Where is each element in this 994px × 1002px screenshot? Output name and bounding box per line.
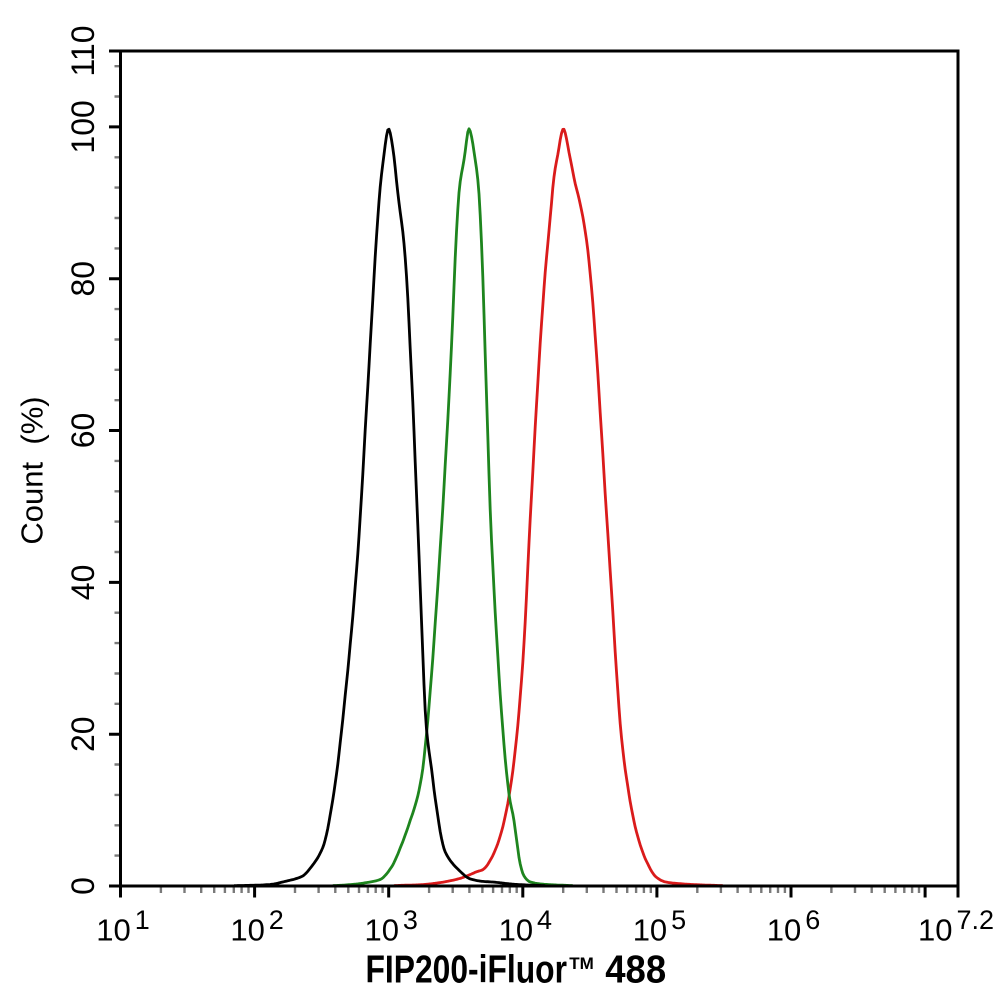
svg-text:10: 10 bbox=[365, 913, 399, 948]
svg-text:80: 80 bbox=[65, 261, 101, 297]
svg-text:100: 100 bbox=[65, 100, 101, 153]
svg-text:5: 5 bbox=[671, 905, 686, 935]
svg-text:FIP200-iFluor: FIP200-iFluor bbox=[366, 948, 568, 991]
svg-text:10: 10 bbox=[499, 913, 533, 948]
svg-text:60: 60 bbox=[65, 413, 101, 449]
svg-text:20: 20 bbox=[65, 716, 101, 752]
svg-text:40: 40 bbox=[65, 565, 101, 601]
svg-text:10: 10 bbox=[633, 913, 667, 948]
svg-text:TM: TM bbox=[569, 954, 594, 973]
svg-text:10: 10 bbox=[96, 913, 130, 948]
svg-text:7.2: 7.2 bbox=[957, 905, 994, 935]
svg-text:0: 0 bbox=[65, 877, 101, 895]
svg-text:10: 10 bbox=[767, 913, 801, 948]
svg-text:10: 10 bbox=[230, 913, 264, 948]
svg-text:488: 488 bbox=[605, 948, 666, 991]
svg-text:10: 10 bbox=[918, 913, 952, 948]
svg-text:4: 4 bbox=[537, 905, 552, 935]
svg-text:2: 2 bbox=[269, 905, 284, 935]
svg-text:1: 1 bbox=[135, 905, 150, 935]
svg-text:110: 110 bbox=[65, 25, 101, 76]
svg-text:3: 3 bbox=[403, 905, 418, 935]
svg-text:Count (%): Count (%) bbox=[15, 396, 50, 544]
svg-text:6: 6 bbox=[805, 905, 820, 935]
